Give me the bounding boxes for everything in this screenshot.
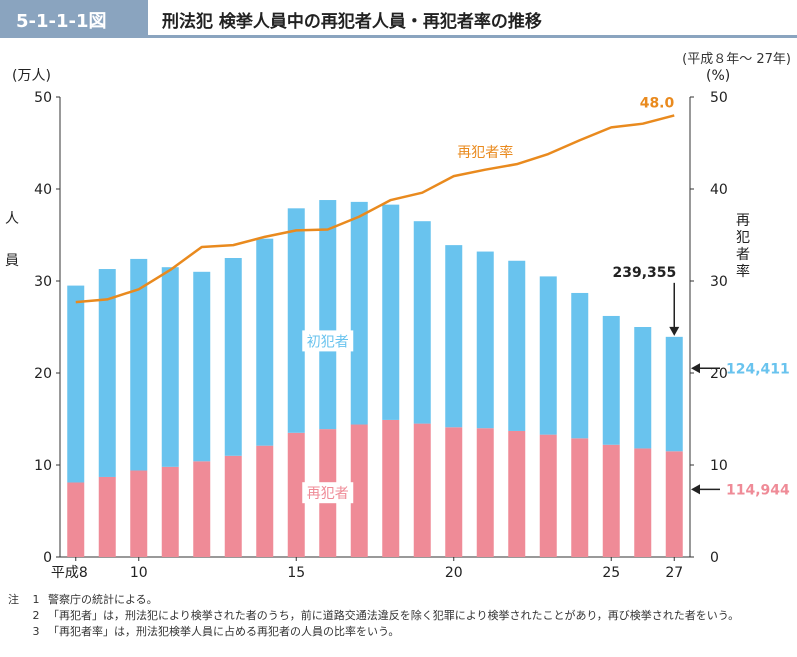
rate-line [75, 114, 675, 304]
repeat-offender-label-bg [302, 482, 354, 504]
bar-first-offender [413, 221, 431, 424]
right-tick-label: 20 [710, 366, 728, 382]
right-tick-label: 10 [710, 458, 728, 474]
note-number: 1 [32, 593, 40, 606]
repeat-value-label: 114,944 [726, 482, 790, 498]
right-tick-label: 0 [710, 550, 719, 566]
bar-first-offender [602, 315, 620, 445]
rate-value-label: 48.0 [640, 95, 675, 111]
bar-repeat-offender [508, 430, 526, 557]
note-tag [8, 608, 24, 624]
right-axis-title-char: 率 [736, 263, 750, 280]
header-rule [148, 35, 797, 38]
bar-repeat-offender [287, 432, 305, 557]
left-tick-label: 10 [34, 458, 52, 474]
bar-repeat-offender [413, 423, 431, 557]
left-tick-label: 40 [34, 182, 52, 198]
bar-first-offender [476, 251, 494, 429]
bar-first-offender [287, 208, 305, 433]
left-axis-title-char: 人 [5, 211, 19, 227]
bar-first-offender [571, 292, 589, 439]
bar-first-offender [634, 327, 652, 449]
bar-repeat-offender [476, 428, 494, 557]
bar-first-offender [98, 269, 116, 477]
bar-repeat-offender [193, 461, 211, 557]
right-axis-title-char: 犯 [736, 230, 750, 246]
right-axis-title-char: 者 [736, 247, 750, 263]
figure-number: 5-1-1-1図 [16, 11, 107, 32]
bar-first-offender [193, 271, 211, 462]
notes: 注 1 警察庁の統計による。 2 「再犯者」は，刑法犯により検挙された者のうち，… [8, 592, 788, 640]
bar-first-offender [508, 260, 526, 431]
bar-first-offender [319, 200, 337, 430]
figure-number-badge: 5-1-1-1図 [0, 0, 148, 38]
x-tick-label: 10 [130, 565, 148, 581]
period-label: (平成８年～ 27年) [682, 52, 791, 67]
x-tick-label: 20 [445, 565, 463, 581]
bar-repeat-offender [571, 438, 589, 557]
bar-repeat-offender [350, 424, 368, 557]
bar-first-offender [67, 285, 85, 483]
bar-first-offender [382, 204, 400, 420]
first-offender-label: 初犯者 [307, 333, 349, 350]
bar-repeat-offender [445, 427, 463, 557]
note-text: 警察庁の統計による。 [48, 593, 158, 606]
bar-repeat-offender [130, 470, 148, 557]
rate-series-label: 再犯者率 [457, 144, 513, 161]
note-number: 3 [32, 625, 40, 638]
bar-first-offender [256, 238, 274, 446]
left-tick-label: 20 [34, 366, 52, 382]
right-unit-label: (%) [706, 68, 730, 84]
bar-repeat-offender [67, 482, 85, 557]
figure-title: 刑法犯 検挙人員中の再犯者人員・再犯者率の推移 [162, 12, 542, 32]
figure-header: 5-1-1-1図 刑法犯 検挙人員中の再犯者人員・再犯者率の推移 [0, 0, 797, 38]
total-arrow-head [669, 326, 680, 336]
note-row: 注 1 警察庁の統計による。 [8, 592, 788, 608]
note-text: 「再犯者」は，刑法犯により検挙された者のうち，前に道路交通法違反を除く犯罪により… [48, 609, 740, 622]
bar-first-offender [350, 201, 368, 425]
left-axis-title-char: 員 [5, 253, 19, 269]
bar-repeat-offender [224, 455, 242, 557]
bar-first-offender [539, 276, 557, 435]
right-tick-label: 30 [710, 274, 728, 290]
bar-first-offender [161, 267, 179, 467]
note-row: 2 「再犯者」は，刑法犯により検挙された者のうち，前に道路交通法違反を除く犯罪に… [8, 608, 788, 624]
x-tick-label: 平成8 [51, 565, 88, 581]
bar-repeat-offender [161, 466, 179, 557]
x-tick-label: 27 [665, 565, 683, 581]
note-tag: 注 [8, 593, 19, 606]
bar-repeat-offender [382, 419, 400, 557]
first-arrow-head [691, 363, 700, 374]
bar-first-offender [445, 245, 463, 428]
right-tick-label: 50 [710, 90, 728, 106]
right-axis-title-char: 再 [736, 213, 750, 229]
x-tick-label: 15 [287, 565, 305, 581]
repeat-arrow-head [691, 484, 700, 495]
first-offender-label-bg [302, 330, 354, 352]
bar-first-offender [224, 258, 242, 456]
left-tick-label: 0 [43, 550, 52, 566]
right-tick-label: 40 [710, 182, 728, 198]
bar-repeat-offender [256, 445, 274, 557]
bar-first-offender [665, 336, 683, 452]
total-value-label: 239,355 [612, 265, 676, 281]
bar-repeat-offender [98, 476, 116, 557]
note-tag [8, 624, 24, 640]
x-tick-label: 25 [602, 565, 620, 581]
first-value-label: 124,411 [726, 361, 790, 377]
bar-repeat-offender [665, 451, 683, 557]
bar-first-offender [130, 258, 148, 471]
note-number: 2 [32, 609, 40, 622]
repeat-offender-label: 再犯者 [307, 486, 349, 502]
note-row: 3 「再犯者率」は，刑法犯検挙人員に占める再犯者の人員の比率をいう。 [8, 624, 788, 640]
bar-repeat-offender [539, 434, 557, 557]
bar-repeat-offender [602, 444, 620, 557]
left-tick-label: 30 [34, 274, 52, 290]
bar-repeat-offender [634, 448, 652, 557]
left-unit-label: (万人) [12, 68, 51, 84]
note-text: 「再犯者率」は，刑法犯検挙人員に占める再犯者の人員の比率をいう。 [48, 625, 400, 638]
left-tick-label: 50 [34, 90, 52, 106]
